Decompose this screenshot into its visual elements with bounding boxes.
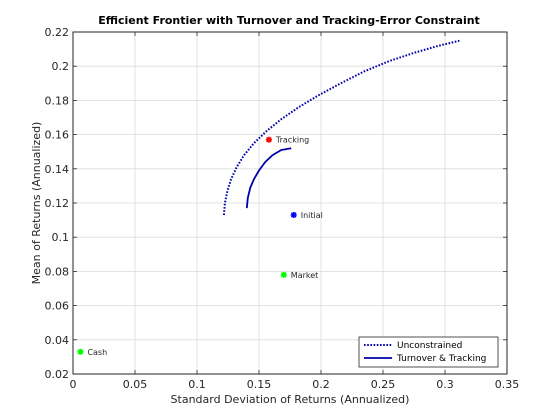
y-tick-label: 0.2: [52, 60, 70, 73]
x-tick-label: 0.3: [436, 378, 454, 391]
point-marker-initial-dot: [291, 213, 296, 217]
x-tick-labels: 0 0.05 0.1 0.15 0.2 0.25 0.3 0.35: [70, 378, 520, 391]
y-tick-label: 0.14: [45, 163, 70, 176]
point-label-cash: Cash: [87, 348, 107, 357]
points-layer: Tracking Initial Market Cash: [77, 136, 323, 357]
y-tick-label: 0.16: [45, 129, 70, 142]
series-line-unconstrained: [222, 39, 461, 216]
y-tick-label: 0.18: [45, 94, 70, 107]
series-line-turnover-tracking: [245, 147, 292, 209]
axes-box: [72, 31, 508, 375]
y-tick-label: 0.12: [45, 197, 70, 210]
y-tick-label: 0.08: [45, 265, 70, 278]
point-marker-market-dot: [282, 273, 286, 277]
y-tick-label: 0.02: [45, 368, 70, 381]
point-marker-cash-dot: [78, 349, 83, 354]
point-tracking: Tracking: [265, 136, 309, 145]
point-cash: Cash: [77, 348, 107, 357]
chart-title: Efficient Frontier with Turnover and Tra…: [98, 14, 480, 27]
point-label-market: Market: [291, 271, 319, 280]
y-tick-label: 0.04: [45, 334, 70, 347]
legend-label-unconstrained: Unconstrained: [397, 341, 462, 351]
legend: Unconstrained Turnover & Tracking: [358, 336, 499, 368]
x-axis-label: Standard Deviation of Returns (Annualize…: [171, 393, 410, 406]
point-initial: Initial: [290, 211, 323, 220]
legend-box: [358, 336, 499, 368]
x-tick-label: 0.15: [247, 378, 272, 391]
y-tick-label: 0.22: [45, 26, 70, 39]
y-axis-label: Mean of Returns (Annualized): [30, 122, 43, 285]
y-tick-labels: 0.02 0.04 0.06 0.08 0.1 0.12 0.14 0.16 0.18 0.2 0.…: [45, 26, 70, 381]
x-tick-label: 0.2: [312, 378, 330, 391]
point-market: Market: [280, 271, 319, 280]
point-label-initial: Initial: [301, 211, 323, 220]
x-tick-label: 0.1: [188, 378, 206, 391]
point-label-tracking: Tracking: [275, 136, 309, 145]
y-tick-label: 0.06: [45, 300, 70, 313]
point-marker-tracking-dot: [267, 137, 271, 142]
x-tick-label: 0.25: [371, 378, 396, 391]
series-layer: [222, 39, 461, 216]
legend-label-turnover-tracking: Turnover & Tracking: [396, 354, 486, 364]
x-tick-label: 0.35: [495, 378, 520, 391]
y-tick-label: 0.1: [52, 231, 70, 244]
x-tick-label: 0: [70, 378, 77, 391]
x-tick-label: 0.05: [123, 378, 148, 391]
